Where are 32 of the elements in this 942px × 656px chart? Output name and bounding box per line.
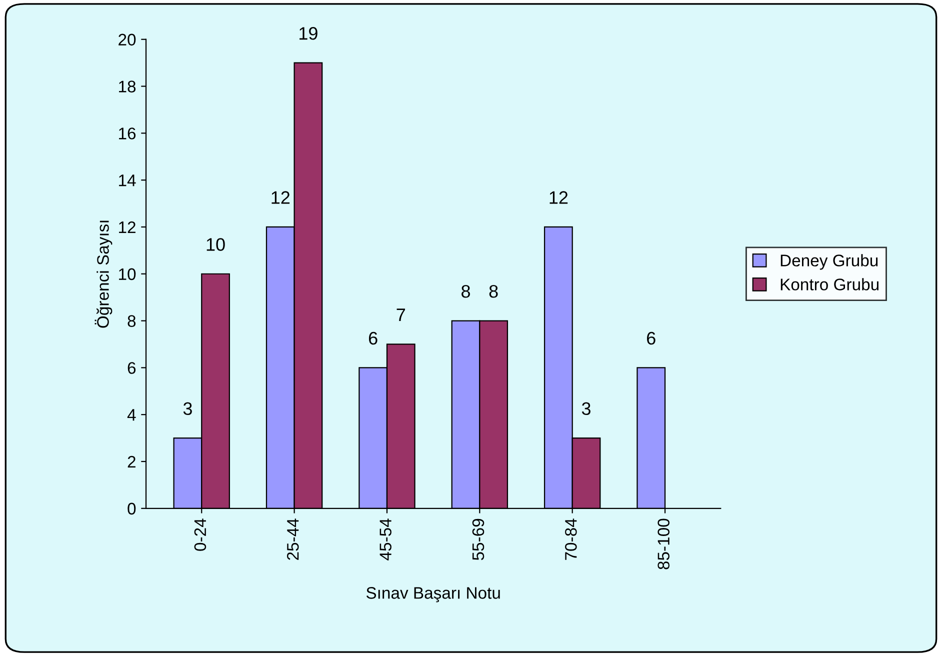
y-tick-label: 10 (119, 268, 136, 280)
x-tick-label: 55-69 (472, 518, 484, 560)
legend-label: Deney Grubu (780, 254, 878, 270)
x-tick-label: 25-44 (286, 518, 299, 560)
data-label: 3 (582, 402, 590, 416)
legend-label: Kontro Grubu (780, 278, 878, 290)
data-label: 8 (462, 284, 470, 298)
x-tick-label: 0-24 (194, 518, 206, 551)
y-tick-label: 20 (118, 34, 136, 46)
y-tick-label: 14 (119, 174, 136, 186)
data-label: 3 (183, 402, 192, 416)
data-label: 7 (396, 308, 405, 322)
y-tick-label: 0 (128, 502, 136, 515)
x-tick-label: 85-100 (658, 518, 670, 570)
data-label: 12 (550, 191, 568, 204)
data-label: 19 (300, 27, 318, 40)
y-tick-label: 4 (127, 409, 136, 421)
y-tick-label: 18 (119, 80, 136, 92)
x-axis-title: Sınav Başarı Notu (366, 587, 500, 602)
data-label: 10 (206, 238, 225, 251)
data-label: 8 (489, 284, 498, 298)
data-label: 6 (647, 332, 656, 345)
y-tick-label: 2 (128, 456, 136, 468)
y-tick-label: 16 (119, 128, 136, 140)
y-axis-title: Öğrenci Sayısı (94, 220, 112, 328)
y-tick-label: 8 (128, 315, 136, 327)
data-label: 12 (272, 191, 290, 204)
y-tick-label: 6 (128, 362, 136, 374)
y-tick-label: 12 (119, 221, 136, 234)
x-tick-label: 70-84 (565, 518, 577, 560)
data-label: 6 (368, 332, 378, 345)
x-tick-label: 45-54 (380, 518, 392, 560)
